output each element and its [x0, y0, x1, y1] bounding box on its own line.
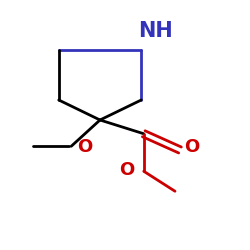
Text: O: O — [77, 138, 92, 156]
Text: NH: NH — [138, 21, 172, 41]
Text: O: O — [119, 161, 134, 179]
Text: O: O — [184, 138, 200, 156]
